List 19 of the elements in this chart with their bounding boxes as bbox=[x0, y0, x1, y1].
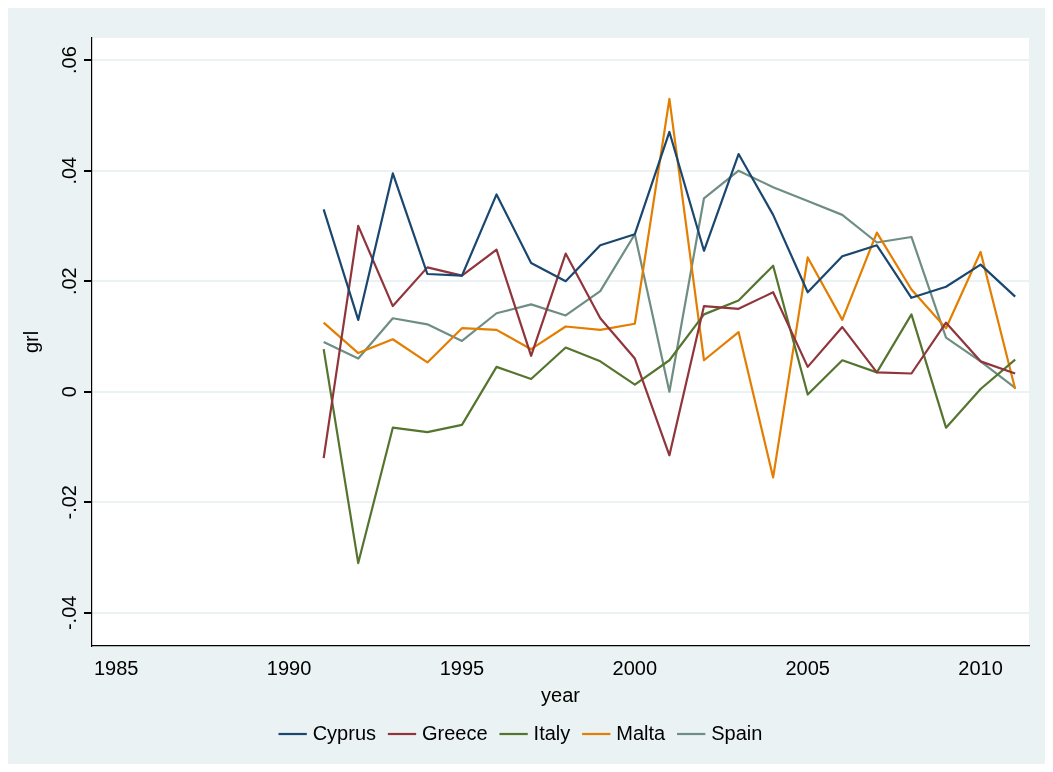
y-tick-label: .06 bbox=[57, 46, 80, 75]
x-tick-label: 2005 bbox=[785, 656, 830, 679]
x-axis-title: year bbox=[541, 683, 581, 706]
legend-label: Cyprus bbox=[312, 721, 377, 744]
x-tick-label: 1990 bbox=[266, 656, 312, 679]
y-tick-label: .04 bbox=[57, 156, 80, 185]
y-axis-title: grl bbox=[19, 330, 42, 354]
x-tick-label: 1995 bbox=[439, 656, 485, 679]
y-tick-label: 0 bbox=[57, 386, 80, 398]
y-tick-label: .02 bbox=[57, 267, 80, 296]
legend-label: Spain bbox=[711, 721, 763, 744]
legend-label: Greece bbox=[422, 721, 488, 744]
legend-label: Malta bbox=[616, 721, 667, 744]
y-tick-label: -.02 bbox=[57, 485, 80, 520]
x-tick-label: 2010 bbox=[958, 656, 1003, 679]
x-tick-label: 2000 bbox=[612, 656, 658, 679]
y-tick-label: -.04 bbox=[57, 595, 80, 631]
legend-label: Italy bbox=[533, 721, 571, 744]
x-tick-label: 1985 bbox=[93, 656, 139, 679]
